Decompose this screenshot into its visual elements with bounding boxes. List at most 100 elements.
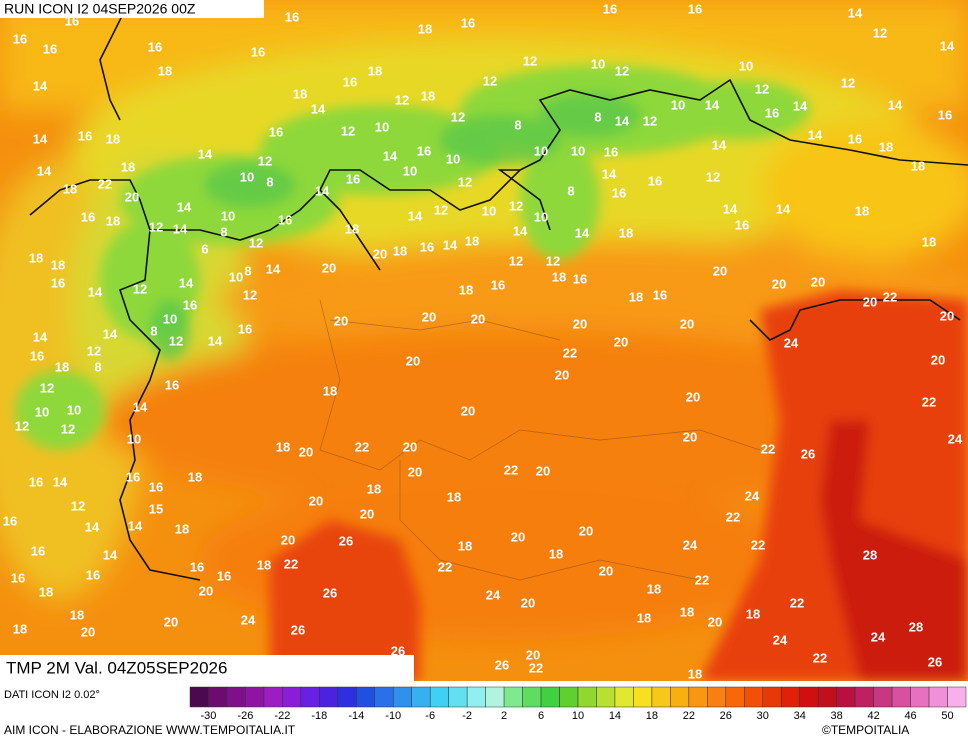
temperature-label: 16 [420,239,434,254]
temperature-label: 12 [873,25,887,40]
temperature-label: 12 [615,63,629,78]
temperature-label: 20 [403,439,417,454]
temperature-label: 26 [928,654,942,669]
temperature-label: 16 [190,559,204,574]
temperature-label: 24 [871,629,886,644]
temperature-label: 14 [808,127,823,142]
scale-swatch [189,686,209,708]
temperature-label: 14 [888,97,903,112]
temperature-label: 18 [855,203,869,218]
temperature-label: 12 [61,421,75,436]
temperature-label: 24 [948,431,963,446]
temperature-label: 16 [86,567,100,582]
temperature-label: 18 [680,604,694,619]
scale-swatch [891,686,911,708]
scale-swatch [540,686,560,708]
temperature-label: 8 [567,183,574,198]
temperature-label: 16 [43,41,57,56]
temperature-label: 18 [458,538,472,553]
scale-swatch [799,686,819,708]
temperature-label: 12 [133,281,147,296]
temperature-label: 20 [511,529,525,544]
temperature-label: 28 [909,619,923,634]
temperature-label: 18 [63,181,77,196]
temperature-label: 18 [418,21,432,36]
scale-swatch [356,686,376,708]
scale-swatch [411,686,431,708]
scale-swatch [226,686,246,708]
temperature-label: 20 [81,624,95,639]
temperature-label: 20 [422,309,436,324]
temperature-label: 12 [243,287,257,302]
temperature-label: 18 [619,225,633,240]
scale-tick-label: 14 [609,710,621,722]
temperature-label: 18 [367,481,381,496]
temperature-label: 18 [911,158,925,173]
scale-swatch [910,686,930,708]
temperature-label: 16 [938,107,952,122]
temperature-label: 16 [165,377,179,392]
temperature-label: 12 [546,253,560,268]
temperature-label: 22 [695,572,709,587]
temperature-label: 14 [311,101,326,116]
temperature-label: 14 [128,518,143,533]
temperature-label: 8 [150,323,157,338]
temperature-label: 18 [447,489,461,504]
temperature-label: 10 [163,311,177,326]
temperature-label: 14 [793,98,808,113]
temperature-label: 16 [238,321,252,336]
temperature-label: 12 [258,153,272,168]
temperature-label: 22 [751,537,765,552]
temperature-label: 26 [495,657,509,672]
credits-text: AIM ICON - ELABORAZIONE WWW.TEMPOITALIA.… [4,723,296,737]
scale-swatch [337,686,357,708]
temperature-label: 20 [281,532,295,547]
scale-swatch [744,686,764,708]
temperature-label: 10 [67,402,81,417]
temperature-label: 22 [438,559,452,574]
scale-swatch [670,686,690,708]
scale-swatch [817,686,837,708]
temperature-label: 20 [408,464,422,479]
scale-swatch [928,686,948,708]
regional-borders [319,299,761,581]
temperature-label: 16 [848,131,862,146]
temperature-label: 16 [346,171,360,186]
temperature-label: 14 [33,78,48,93]
temperature-label: 16 [688,1,702,16]
temperature-label: 20 [573,316,587,331]
scale-swatch [688,686,708,708]
temperature-label: 22 [98,176,112,191]
temperature-label: 22 [922,394,936,409]
scale-tick-label: -30 [201,710,217,722]
temperature-label: 18 [459,282,473,297]
temperature-label: 18 [257,557,271,572]
footer-box [0,655,414,682]
temperature-label: 18 [552,269,566,284]
scale-swatch [780,686,800,708]
temperature-label: 16 [251,44,265,59]
temperature-label: 18 [549,546,563,561]
temperature-label: 12 [341,123,355,138]
temperature-label: 20 [599,563,613,578]
temperature-label: 14 [88,284,103,299]
temperature-label: 16 [11,570,25,585]
temperature-label: 18 [106,213,120,228]
temperature-label: 10 [240,169,254,184]
temperature-label: 20 [373,246,387,261]
scale-swatch [762,686,782,708]
scale-tick-label: 22 [683,710,695,722]
scale-tick-label: -26 [237,710,253,722]
temperature-label: 18 [158,63,172,78]
temperature-label: 26 [391,643,405,658]
temperature-label: 18 [465,233,479,248]
scale-swatch [707,686,727,708]
scale-swatch [725,686,745,708]
temperature-label: 10 [375,119,389,134]
temperature-label: 14 [198,146,213,161]
scale-swatch [245,686,265,708]
color-scale: -30 -26 -22 -18 -14 -10 -6 -2 2 6 10 14 18 22 26 30 34 38… [189,686,967,722]
temperature-label: 10 [35,404,49,419]
temperature-label: 16 [653,287,667,302]
temperature-label: 18 [879,139,893,154]
